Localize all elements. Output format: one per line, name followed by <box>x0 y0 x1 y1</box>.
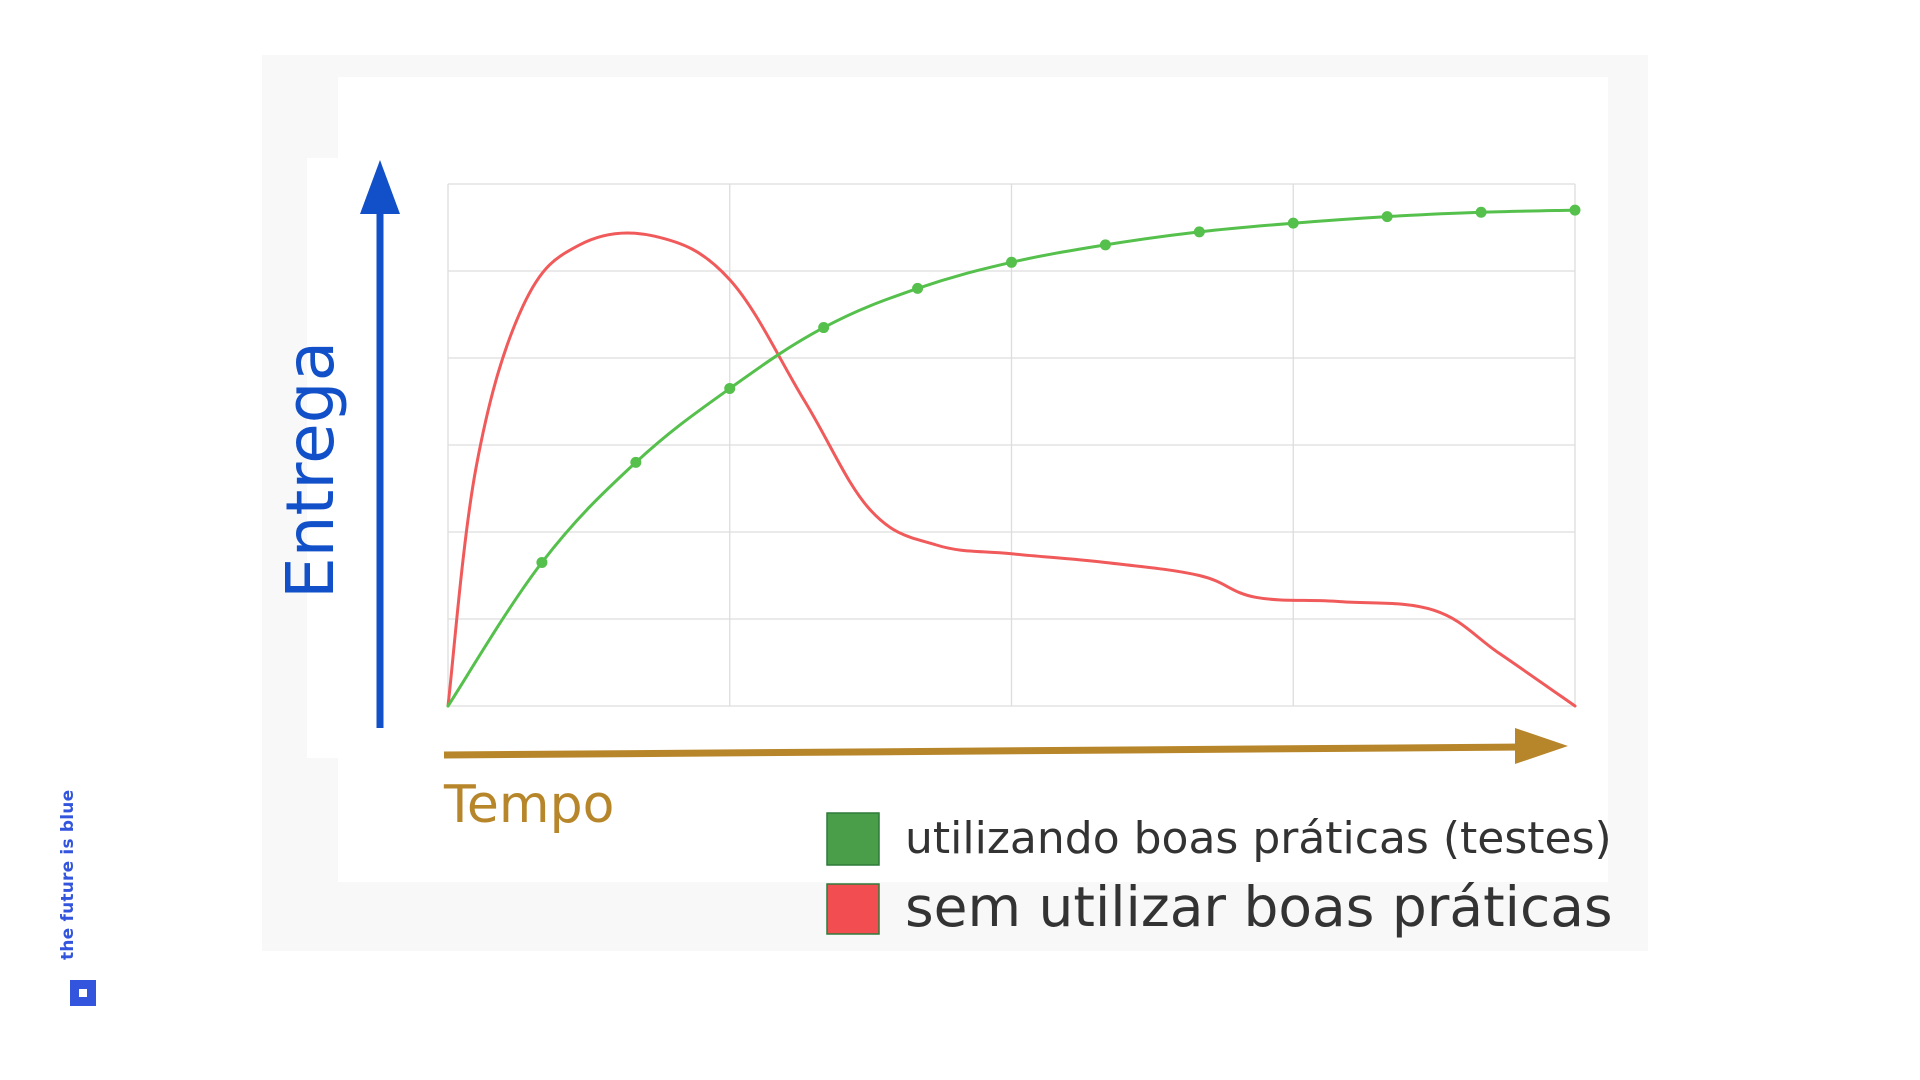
y-axis-arrowhead <box>360 160 400 214</box>
legend-swatch-2 <box>826 883 880 935</box>
brand-tagline: the future is blue <box>58 789 78 960</box>
series-1-point-4 <box>818 322 830 334</box>
series-1-point-6 <box>1006 256 1017 268</box>
series-layer <box>446 204 1581 708</box>
series-line-2 <box>446 231 1577 708</box>
y-axis-label: Entrega <box>272 341 349 599</box>
series-1-point-12 <box>1569 204 1581 216</box>
series-1-point-8 <box>1193 226 1205 238</box>
legend: utilizando boas práticas (testes) sem ut… <box>826 812 1613 939</box>
series-1-point-7 <box>1099 239 1111 251</box>
brand-logo-icon <box>70 980 96 1006</box>
series-1-point-9 <box>1287 217 1299 229</box>
legend-label-1: utilizando boas práticas (testes) <box>905 813 1612 864</box>
legend-swatch-1 <box>826 812 880 866</box>
legend-label-2: sem utilizar boas práticas <box>905 875 1613 939</box>
x-axis-arrow <box>443 743 1526 759</box>
series-1-point-11 <box>1475 206 1487 218</box>
series-1-point-10 <box>1381 211 1393 223</box>
x-axis-label: Tempo <box>443 775 614 835</box>
series-1-point-2 <box>630 456 642 468</box>
grid <box>447 183 1576 707</box>
series-1-point-1 <box>536 556 548 568</box>
series-1-point-5 <box>912 282 924 294</box>
x-axis-arrowhead <box>1515 728 1568 764</box>
series-1-point-3 <box>724 382 736 394</box>
